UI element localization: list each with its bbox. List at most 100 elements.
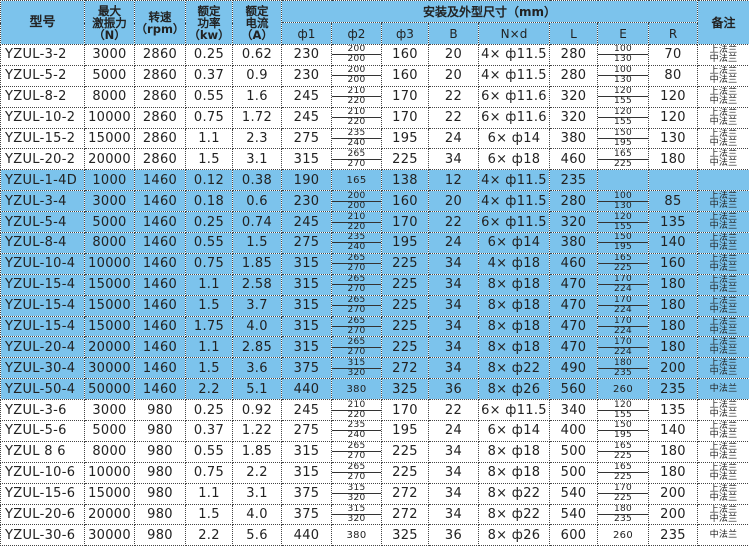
cell-model: YZUL-3-2 bbox=[1, 45, 85, 66]
cell-model: YZUL-30-6 bbox=[1, 525, 85, 546]
cell-l: 500 bbox=[550, 441, 598, 462]
cell-r: 180 bbox=[649, 295, 698, 316]
cell-force: 3000 bbox=[85, 191, 135, 212]
cell-d3: 170 bbox=[382, 212, 429, 233]
cell-r: 130 bbox=[649, 128, 698, 149]
cell-speed: 980 bbox=[135, 421, 186, 442]
cell-current: 1.85 bbox=[233, 253, 282, 274]
cell-b: 36 bbox=[429, 525, 479, 546]
cell-current: 1.85 bbox=[233, 441, 282, 462]
cell-current: 0.38 bbox=[233, 170, 282, 191]
cell-nd: 6× ф11.6 bbox=[479, 107, 550, 128]
cell-speed: 1460 bbox=[135, 274, 186, 295]
cell-r: 70 bbox=[649, 45, 698, 66]
cell-d2-line: 235 bbox=[332, 421, 381, 430]
cell-d2-line: 200 bbox=[332, 75, 381, 85]
cell-b: 34 bbox=[429, 441, 479, 462]
cell-b: 34 bbox=[429, 316, 479, 337]
cell-d3: 225 bbox=[382, 337, 429, 358]
cell-e-line: 235 bbox=[598, 368, 648, 378]
cell-d2-line: 270 bbox=[332, 326, 381, 336]
cell-remark-line: 中法兰 bbox=[698, 97, 749, 106]
cell-d2-line: 240 bbox=[332, 242, 381, 252]
cell-d2-line: 200 bbox=[332, 192, 381, 201]
cell-d1: 315 bbox=[282, 462, 332, 483]
cell-power: 1.1 bbox=[186, 128, 233, 149]
cell-force: 8000 bbox=[85, 86, 135, 107]
cell-e-line: 150 bbox=[598, 421, 648, 430]
cell-remark: 上法兰中法兰 bbox=[698, 462, 749, 483]
cell-model: YZUL-10-6 bbox=[1, 462, 85, 483]
cell-b: 20 bbox=[429, 65, 479, 86]
cell-power: 0.75 bbox=[186, 107, 233, 128]
cell-e-line: 170 bbox=[598, 338, 648, 347]
cell-speed: 2860 bbox=[135, 149, 186, 170]
cell-remark: 上法兰中法兰 bbox=[698, 233, 749, 254]
cell-r: 180 bbox=[649, 316, 698, 337]
cell-power: 1.1 bbox=[186, 483, 233, 504]
header-dim-2: ф3 bbox=[382, 23, 429, 45]
header-dim-5: L bbox=[550, 23, 598, 45]
cell-force: 15000 bbox=[85, 274, 135, 295]
cell-power: 0.55 bbox=[186, 441, 233, 462]
cell-remark: 上法兰中法兰 bbox=[698, 128, 749, 149]
cell-l: 280 bbox=[550, 45, 598, 66]
cell-power: 0.37 bbox=[186, 65, 233, 86]
cell-remark: 上法兰中法兰 bbox=[698, 149, 749, 170]
cell-model: YZUL-5-4 bbox=[1, 212, 85, 233]
cell-d1: 375 bbox=[282, 358, 332, 379]
cell-r: 200 bbox=[649, 504, 698, 525]
cell-nd: 8× ф18 bbox=[479, 274, 550, 295]
cell-b: 20 bbox=[429, 45, 479, 66]
cell-remark: 上法兰中法兰 bbox=[698, 253, 749, 274]
cell-e-line: 100 bbox=[598, 192, 648, 201]
cell-r: 180 bbox=[649, 462, 698, 483]
cell-nd: 8× ф18 bbox=[479, 295, 550, 316]
cell-d2-line: 270 bbox=[332, 263, 381, 273]
cell-model: YZUL-8-2 bbox=[1, 86, 85, 107]
cell-remark: 上法兰中法兰 bbox=[698, 441, 749, 462]
cell-nd: 8× ф22 bbox=[479, 483, 550, 504]
cell-power: 0.18 bbox=[186, 191, 233, 212]
cell-model: YZUL-10-4 bbox=[1, 253, 85, 274]
cell-d2-line: 240 bbox=[332, 430, 381, 440]
cell-remark-line: 中法兰 bbox=[698, 159, 749, 168]
header-dim-6: E bbox=[598, 23, 649, 45]
cell-e-line: 150 bbox=[598, 129, 648, 138]
cell-speed: 1460 bbox=[135, 191, 186, 212]
cell-l: 460 bbox=[550, 149, 598, 170]
cell-d3: 170 bbox=[382, 86, 429, 107]
cell-b: 34 bbox=[429, 253, 479, 274]
cell-remark-line: 中法兰 bbox=[698, 201, 749, 210]
cell-power: 0.25 bbox=[186, 212, 233, 233]
cell-power: 1.1 bbox=[186, 337, 233, 358]
cell-remark: 上法兰中法兰 bbox=[698, 86, 749, 107]
cell-remark: 上法兰中法兰 bbox=[698, 212, 749, 233]
cell-force: 8000 bbox=[85, 233, 135, 254]
cell-speed: 2860 bbox=[135, 45, 186, 66]
cell-r: 235 bbox=[649, 525, 698, 546]
cell-d3: 325 bbox=[382, 379, 429, 400]
cell-l: 280 bbox=[550, 191, 598, 212]
cell-e-line: 225 bbox=[598, 493, 648, 503]
cell-current: 3.1 bbox=[233, 149, 282, 170]
cell-r: 160 bbox=[649, 253, 698, 274]
cell-d2-line: 265 bbox=[332, 442, 381, 451]
cell-b: 34 bbox=[429, 483, 479, 504]
cell-remark-line: 中法兰 bbox=[698, 410, 749, 419]
cell-b: 34 bbox=[429, 274, 479, 295]
cell-e-line: 155 bbox=[598, 222, 648, 232]
cell-force: 3000 bbox=[85, 400, 135, 421]
cell-force: 10000 bbox=[85, 107, 135, 128]
